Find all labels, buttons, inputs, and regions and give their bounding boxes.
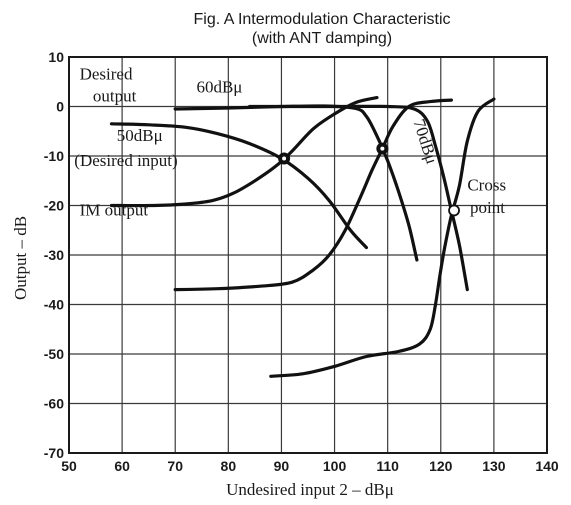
annotation-label-7: 70dBμ xyxy=(409,117,441,167)
y-tick-label: -40 xyxy=(44,297,64,313)
y-tick-label: -30 xyxy=(44,247,64,263)
y-tick-label: -70 xyxy=(44,445,64,461)
series-lines xyxy=(109,96,496,378)
y-axis-label: Output – dB xyxy=(11,216,30,300)
axes xyxy=(68,56,548,454)
y-tick-label: 10 xyxy=(48,49,64,65)
annotation-label-6: IM output xyxy=(80,200,149,219)
y-tick-label: -60 xyxy=(44,396,64,412)
y-tick-label: -50 xyxy=(44,346,64,362)
x-tick-label: 60 xyxy=(114,458,130,474)
chart-title: Fig. A Intermodulation Characteristic xyxy=(193,11,450,28)
x-tick-label: 130 xyxy=(482,458,506,474)
annotation-label-2: output xyxy=(93,87,137,106)
annotation-label-8: Cross xyxy=(467,176,506,195)
chart-subtitle: (with ANT damping) xyxy=(252,30,392,47)
series-line-desired-1 xyxy=(109,122,368,250)
series-line-im-6 xyxy=(269,97,496,378)
x-tick-label: 110 xyxy=(376,458,399,474)
series-line-desired-5 xyxy=(248,104,469,292)
series-line-im-2 xyxy=(109,96,379,208)
x-tick-label: 100 xyxy=(323,458,347,474)
annotation-label-4: 50dBμ xyxy=(117,126,163,145)
y-tick-label: 0 xyxy=(56,99,64,115)
cross-marker-center-1 xyxy=(282,156,287,161)
x-tick-label: 50 xyxy=(61,458,77,474)
y-tick-label: -20 xyxy=(44,198,64,214)
annotation-label-1: Desired xyxy=(80,64,133,83)
series-line-desired-3 xyxy=(173,104,419,262)
y-tick-label: -10 xyxy=(44,148,64,164)
cross-marker-center-2 xyxy=(380,146,385,151)
y-tick-labels: 10 0 -10 -20 -30 -40 -50 -60 -70 xyxy=(44,49,64,461)
x-axis-label: Undesired input 2 – dBμ xyxy=(226,480,394,499)
x-tick-label: 90 xyxy=(274,458,290,474)
x-tick-label: 70 xyxy=(167,458,183,474)
cross-marker-3 xyxy=(448,204,460,217)
cross-markers xyxy=(278,142,460,217)
x-tick-label: 140 xyxy=(535,458,559,474)
annotation-label-3: 60dBμ xyxy=(196,78,242,97)
plot-frame xyxy=(68,56,548,454)
x-tick-label: 80 xyxy=(221,458,237,474)
annotation-label-9: point xyxy=(470,198,505,217)
x-tick-labels: 50 60 70 80 90 100 110 120 130 140 xyxy=(61,458,559,474)
annotation-label-5: (Desired input) xyxy=(74,151,177,170)
x-tick-label: 120 xyxy=(429,458,453,474)
